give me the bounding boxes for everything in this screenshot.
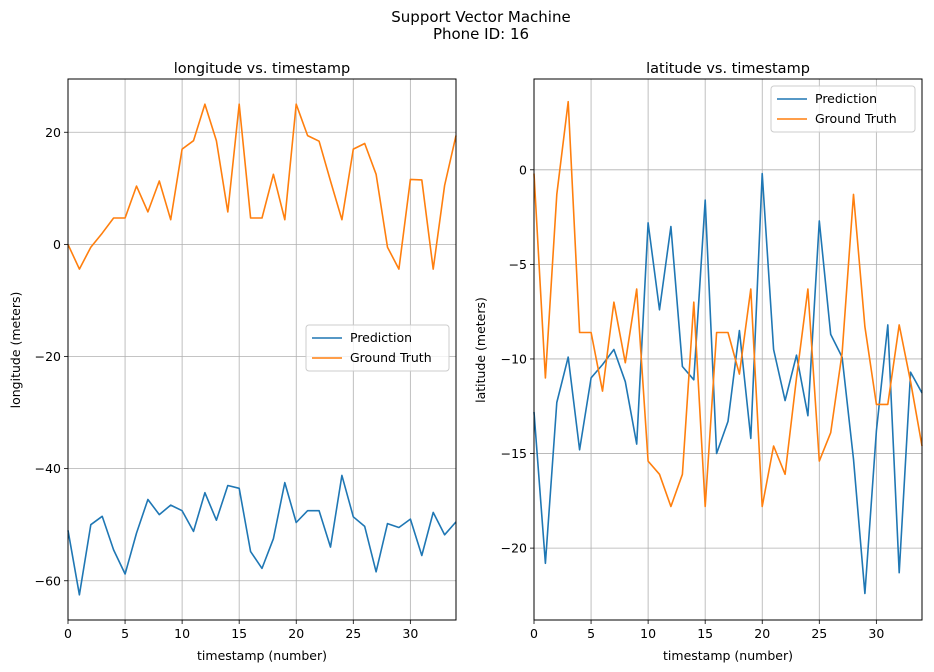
latitude-y-tick-label--5: −5: [509, 257, 527, 272]
latitude-y-tick-label--20: −20: [501, 541, 527, 556]
longitude-x-tick-label-25: 25: [345, 626, 361, 641]
figure-subtitle: Phone ID: 16: [433, 25, 529, 43]
figure-title: Support Vector Machine: [391, 8, 570, 26]
latitude-legend-prediction-label: Prediction: [815, 91, 877, 106]
latitude-plot-title: latitude vs. timestamp: [646, 61, 810, 77]
longitude-x-axis-label: timestamp (number): [197, 648, 327, 663]
longitude-series: [67, 103, 457, 596]
longitude-x-tick-label-5: 5: [121, 626, 129, 641]
latitude-legend: Prediction Ground Truth: [770, 85, 916, 133]
longitude-x-tick-label-15: 15: [231, 626, 247, 641]
longitude-axes-frame: [67, 78, 457, 621]
latitude-x-tick-label-30: 30: [868, 626, 884, 641]
longitude-series-ground-truth-line: [67, 103, 457, 270]
longitude-x-tick-label-10: 10: [174, 626, 190, 641]
latitude-y-tick-label--10: −10: [501, 351, 527, 366]
latitude-x-tick-label-0: 0: [530, 626, 538, 641]
latitude-y-axis-label: latitude (meters): [473, 297, 488, 403]
latitude-x-tick-label-20: 20: [754, 626, 770, 641]
latitude-series-prediction-line: [533, 172, 923, 595]
longitude-x-tick-label-30: 30: [402, 626, 418, 641]
longitude-x-tick-label-20: 20: [288, 626, 304, 641]
longitude-y-axis-label: longitude (meters): [8, 292, 23, 409]
latitude-x-tick-label-25: 25: [811, 626, 827, 641]
latitude-x-tick-label-10: 10: [640, 626, 656, 641]
longitude-y-tick-label-20: 20: [45, 125, 61, 140]
latitude-y-tick-label--15: −15: [501, 446, 527, 461]
latitude-x-tick-label-15: 15: [697, 626, 713, 641]
latitude-ticks: 0 5 10 15 20 25 30 −20 −15 −10 −5 0: [501, 162, 885, 641]
longitude-y-tick-label--20: −20: [35, 349, 61, 364]
longitude-legend-ground-truth-label: Ground Truth: [350, 350, 432, 365]
latitude-x-axis-label: timestamp (number): [663, 648, 793, 663]
latitude-legend-ground-truth-label: Ground Truth: [815, 111, 897, 126]
latitude-series-ground-truth-line: [533, 100, 923, 508]
longitude-legend-prediction-label: Prediction: [350, 330, 412, 345]
longitude-y-tick-label-0: 0: [53, 237, 61, 252]
latitude-y-tick-label-0: 0: [519, 162, 527, 177]
longitude-legend-box: [305, 324, 450, 372]
longitude-y-tick-label--60: −60: [35, 573, 61, 588]
longitude-y-tick-label--40: −40: [35, 461, 61, 476]
latitude-axes-frame: [533, 78, 923, 621]
latitude-plot: latitude vs. timestamp timestamp (number…: [473, 61, 923, 663]
latitude-x-tick-label-5: 5: [587, 626, 595, 641]
latitude-legend-box: [770, 85, 916, 133]
longitude-ticks: 0 5 10 15 20 25 30 −60 −40 −20 0 20: [35, 125, 419, 641]
longitude-plot: longitude vs. timestamp timestamp (numbe…: [8, 61, 457, 663]
longitude-legend: Prediction Ground Truth: [305, 324, 450, 372]
longitude-series-prediction-line: [67, 474, 457, 596]
latitude-series: [533, 100, 923, 595]
longitude-plot-title: longitude vs. timestamp: [174, 61, 351, 77]
latitude-grid: [533, 79, 922, 620]
longitude-x-tick-label-0: 0: [64, 626, 72, 641]
